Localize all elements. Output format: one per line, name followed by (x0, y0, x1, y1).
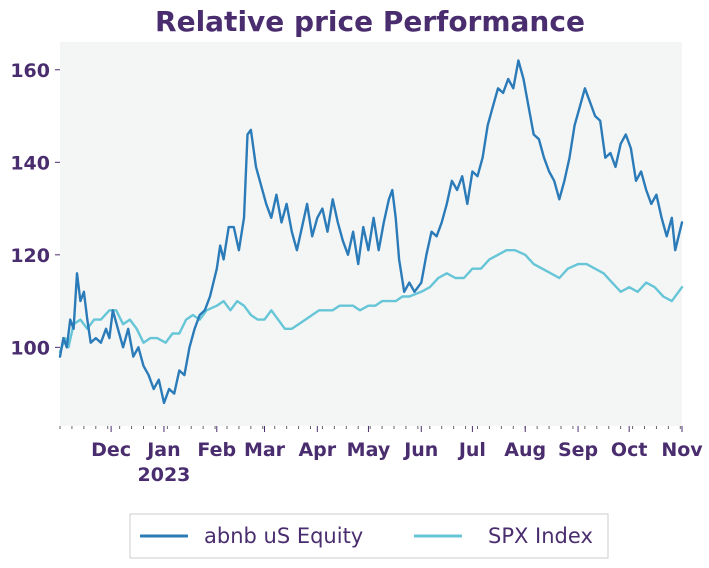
y-tick-label: 120 (10, 245, 50, 267)
series-line-spx (58, 249, 684, 354)
x-tick-label: Jan (145, 439, 180, 461)
legend-label-spx: SPX Index (488, 524, 593, 548)
legend-label-abnb: abnb uS Equity (204, 524, 363, 548)
y-tick-label: 160 (10, 60, 50, 82)
series-layer (58, 59, 684, 405)
x-tick-label: Oct (611, 439, 648, 461)
x-tick-label: Nov (661, 439, 703, 461)
x-axis: Dec Jan 2023 Feb Mar Apr May Jun Jul Aug Sep Oct Nov (59, 426, 703, 486)
x-tick-label: May (347, 439, 391, 461)
x-tick-label: Dec (91, 439, 131, 461)
chart-title: Relative price Performance (155, 5, 585, 38)
legend-box (129, 513, 609, 559)
x-tick-label: Sep (558, 439, 598, 461)
x-tick-label: Jun (402, 439, 438, 461)
y-axis: 100 120 140 160 (10, 60, 60, 359)
x-tick-label: Aug (504, 439, 546, 461)
x-tick-label: Mar (244, 439, 286, 461)
series-line-abnb (58, 59, 684, 405)
x-tick-label: Feb (197, 439, 236, 461)
x-tick-label: Apr (298, 439, 336, 461)
x-tick-sublabel: 2023 (138, 464, 191, 486)
x-tick-label: Jul (457, 439, 486, 461)
y-tick-label: 140 (10, 152, 50, 174)
y-tick-label: 100 (10, 337, 50, 359)
legend: abnb uS Equity SPX Index (129, 513, 609, 559)
